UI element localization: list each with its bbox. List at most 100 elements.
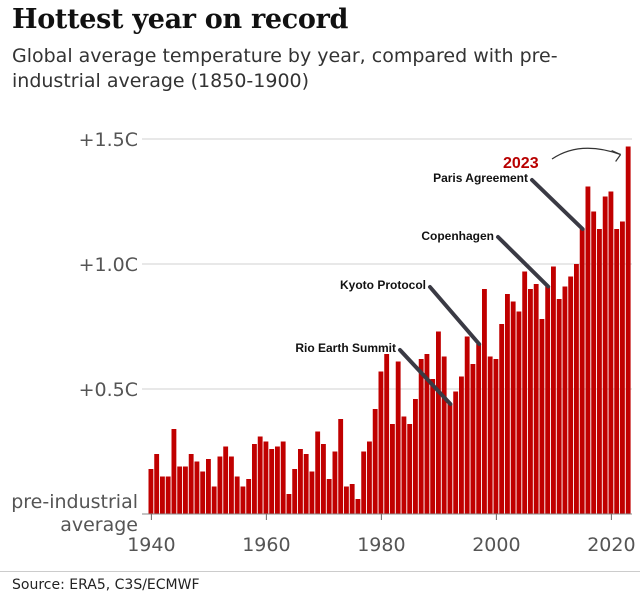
bar-2005 (522, 271, 528, 514)
x-tick-label: 1940 (127, 534, 175, 556)
bar-1961 (269, 449, 275, 514)
bar-1984 (401, 416, 407, 514)
bar-1991 (441, 356, 447, 514)
highlight-arrow-line (551, 147, 621, 160)
bar-2004 (516, 311, 522, 514)
x-tick-label: 1980 (357, 534, 405, 556)
bar-2022 (620, 221, 625, 514)
bar-1970 (321, 444, 326, 514)
annotation-label: Paris Agreement (433, 171, 528, 185)
bar-1987 (418, 359, 424, 514)
chart-subtitle: Global average temperature by year, comp… (12, 45, 558, 92)
annotation-leader (428, 285, 482, 346)
bar-1947 (188, 454, 194, 514)
bar-1996 (470, 364, 476, 514)
bar-1955 (234, 476, 240, 514)
y-tick-label: +1.5C (79, 129, 138, 151)
bar-1974 (344, 486, 349, 514)
bar-1950 (206, 459, 211, 514)
x-tick-label: 2020 (587, 534, 635, 556)
bar-1989 (430, 379, 436, 514)
bar-2014 (574, 264, 579, 514)
bar-1957 (246, 479, 252, 514)
bar-1993 (453, 391, 459, 514)
annotation-leader (530, 178, 585, 231)
bar-2023 (625, 146, 631, 514)
bar-2011 (556, 299, 562, 514)
bar-2018 (597, 229, 602, 514)
bar-1952 (217, 456, 223, 514)
y-tick-label: +1.0C (79, 254, 138, 276)
bar-1995 (464, 336, 470, 514)
bar-1942 (160, 476, 165, 514)
annotation-leader (496, 235, 551, 289)
source-note: Source: ERA5, C3S/ECMWF (12, 577, 200, 593)
bar-2003 (510, 301, 516, 514)
bar-1990 (436, 331, 441, 514)
bar-1940 (148, 469, 154, 514)
bar-1948 (194, 461, 200, 514)
bar-1965 (292, 469, 298, 514)
x-tick-label: 2000 (472, 534, 520, 556)
bar-2002 (505, 294, 510, 514)
bar-1988 (424, 354, 430, 514)
bar-1962 (275, 446, 280, 514)
bar-1998 (482, 289, 487, 514)
bar-1992 (447, 404, 453, 514)
bar-1978 (367, 441, 372, 514)
bar-2010 (551, 266, 556, 514)
annotation-label: Rio Earth Summit (295, 341, 396, 355)
bar-1971 (326, 479, 332, 514)
bar-1997 (476, 344, 482, 514)
bar-1982 (390, 424, 395, 514)
bar-1973 (338, 419, 344, 514)
temperature-bar-chart: +0.5C +1.0C +1.5C pre-industrialaverage1940… (11, 129, 635, 556)
bar-2009 (545, 286, 551, 514)
bar-1963 (280, 441, 286, 514)
bar-1976 (355, 499, 361, 514)
bar-1954 (229, 456, 234, 514)
bar-2006 (528, 289, 533, 514)
bar-1977 (361, 451, 367, 514)
bar-1999 (487, 356, 493, 514)
bar-1946 (183, 466, 188, 514)
bar-1968 (309, 471, 315, 514)
bar-1945 (177, 466, 183, 514)
footer-divider (0, 571, 640, 572)
bar-2017 (591, 211, 597, 514)
bar-1943 (165, 476, 171, 514)
y-tick-label: +0.5C (79, 379, 138, 401)
bar-1985 (407, 424, 413, 514)
annotation-label: Kyoto Protocol (340, 278, 426, 292)
bar-1960 (263, 441, 269, 514)
bar-1969 (315, 431, 321, 514)
bar-1986 (413, 399, 418, 514)
bar-1980 (378, 371, 384, 514)
bar-1983 (395, 361, 401, 514)
bar-1956 (240, 486, 246, 514)
bar-1941 (154, 454, 160, 514)
highlight-year-label: 2023 (503, 155, 539, 172)
bar-1949 (200, 471, 206, 514)
bar-1953 (223, 446, 229, 514)
bar-1944 (171, 429, 177, 514)
chart-title: Hottest year on record (12, 4, 349, 35)
bar-1967 (303, 454, 309, 514)
annotation-leader (398, 348, 453, 406)
bar-2012 (562, 286, 568, 514)
bar-1951 (211, 486, 217, 514)
bar-2001 (499, 324, 505, 514)
bar-2013 (568, 276, 574, 514)
bar-2021 (614, 229, 620, 514)
bar-2000 (493, 359, 499, 514)
annotation-label: Copenhagen (421, 229, 494, 243)
bar-2020 (608, 191, 614, 514)
bar-1972 (332, 451, 338, 514)
x-tick-label: 1960 (242, 534, 290, 556)
bar-2008 (539, 319, 545, 514)
bar-1975 (349, 484, 355, 514)
bar-1959 (257, 436, 263, 514)
baseline-label: average (60, 514, 138, 536)
bar-1981 (384, 354, 390, 514)
bar-2015 (579, 229, 585, 514)
